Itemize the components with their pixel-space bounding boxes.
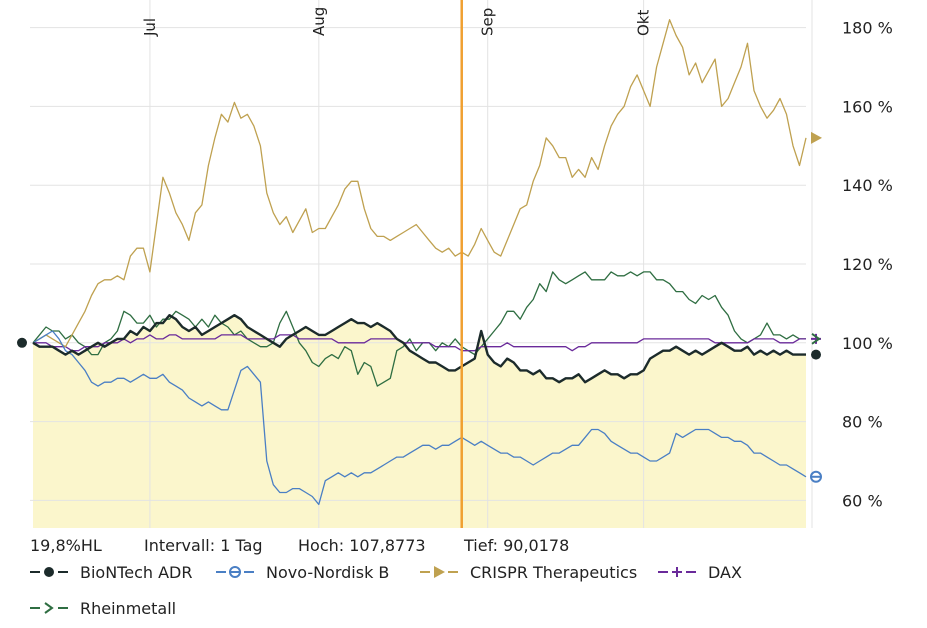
legend-item-biontech-adr[interactable]: BioNTech ADR [30,562,192,582]
legend-item-rheinmetall[interactable]: Rheinmetall [30,598,176,618]
legend-marker [229,566,241,578]
legend-label: Novo-Nordisk B [266,562,390,582]
legend-item-novo-nordisk-b[interactable]: Novo-Nordisk B [216,562,389,582]
legend-symbol-dot-icon [30,567,68,577]
y-tick-label: 160 % [842,97,893,116]
end-marker-novo-nordisk-b [810,470,822,483]
y-tick-label: 180 % [842,19,893,38]
legend-symbol-circle-icon [216,566,254,578]
x-month-label-jul: Jul [141,18,159,37]
series-end-markers [17,131,822,483]
y-tick-label: 60 % [842,491,883,510]
interval-label: Intervall: 1 Tag [144,536,263,555]
series-line-novo-nordisk-b [32,330,807,506]
legend-label: BioNTech ADR [80,562,193,582]
y-tick-label: 100 % [842,334,893,353]
series-lines [32,19,807,506]
legend-item-dax[interactable]: DAX [658,562,742,582]
series-line-dax [33,334,806,352]
legend-label: DAX [708,562,742,582]
legend-symbol-arrow-icon [30,602,68,614]
legend-symbol-triangle-icon [420,566,458,578]
series-line-rheinmetall [32,271,806,387]
hl-label: 19,8%HL [30,536,102,555]
y-tick-label: 80 % [842,413,883,432]
legend-marker [672,567,682,577]
x-month-label-aug: Aug [310,7,328,36]
legend-label: CRISPR Therapeutics [470,562,638,582]
grid [30,0,813,528]
end-marker-rheinmetall [811,333,821,345]
end-marker-crispr-therapeutics [811,131,822,144]
low-label: Tief: 90,0178 [464,536,570,555]
legend-item-crispr-therapeutics[interactable]: CRISPR Therapeutics [420,562,637,582]
y-tick-label: 120 % [842,255,893,274]
series-line-crispr-therapeutics [32,19,807,348]
end-marker-biontech-adr [811,349,821,360]
y-tick-label: 140 % [842,176,893,195]
x-axis-month-labels: Jul Aug Sep Okt [141,7,653,37]
x-month-label-okt: Okt [635,10,653,36]
series-line-biontech-adr [32,314,806,384]
x-month-label-sep: Sep [479,8,497,36]
legend-symbol-plus-icon [658,567,696,577]
y-axis-ticks: 60 % 80 % 100 % 120 % 140 % 160 % 180 % [842,19,893,511]
legend-marker [44,602,54,614]
legend-marker [44,567,54,577]
high-label: Hoch: 107,8773 [298,536,426,555]
legend-label: Rheinmetall [80,598,177,618]
start-anchor-dot [17,337,27,348]
legend-marker [434,566,445,578]
